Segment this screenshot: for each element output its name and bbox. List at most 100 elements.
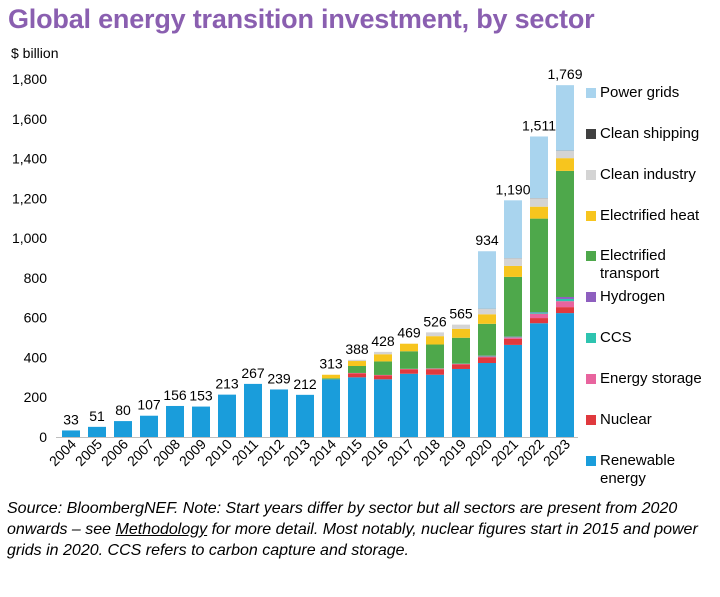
bar-segment-renewable-energy [270,389,288,437]
x-tick-label: 2023 [540,436,573,469]
legend-item: CCS [586,329,716,347]
legend-item: Nuclear [586,411,716,429]
x-tick-label: 2016 [358,436,391,469]
x-tick-label: 2004 [46,436,79,469]
x-tick-label: 2009 [176,436,209,469]
legend-swatch [586,456,596,466]
bar-segment-nuclear [374,375,392,380]
bar-total-label: 1,190 [495,181,530,197]
bar-segment-nuclear [426,369,444,375]
stacked-bar-chart: $ billion 0 200 400 600 800 1,000 1,200 1,400 1,6… [11,45,583,469]
legend-label: Clean shipping [600,125,700,142]
y-axis-title: $ billion [11,45,58,61]
legend-item: Hydrogen [586,288,716,306]
legend-item: Renewable energy [586,452,716,488]
legend-swatch [586,129,596,139]
bar-segment-electrified-transport [452,337,470,364]
bar-total-label: 267 [241,365,265,381]
legend-label: Clean industry [600,166,696,183]
x-tick-label: 2013 [280,436,313,469]
x-tick-label: 2012 [254,436,287,469]
bar-segment-energy-storage [478,356,496,358]
bar-segment-electrified-heat [374,354,392,362]
bar-segment-power-grids [478,251,496,309]
x-tick-label: 2008 [150,436,183,469]
bar-segment-electrified-heat [348,361,366,366]
bar-segment-renewable-energy [322,379,340,437]
bar-segment-hydrogen [556,296,574,299]
chart-legend: Power grids Clean shipping Clean industry E… [586,0,720,490]
y-tick-label: 1,600 [12,111,47,127]
bar-segment-electrified-heat [478,314,496,324]
legend-item: Clean shipping [586,125,716,143]
bar-segment-electrified-transport [478,323,496,356]
bar-total-label: 428 [371,333,395,349]
bar-total-label: 565 [449,306,473,322]
x-tick-label: 2014 [306,436,339,469]
bar-total-label: 239 [267,370,291,386]
x-tick-label: 2021 [488,436,521,469]
chart-title: Global energy transition investment, by … [8,4,595,34]
bar-segment-nuclear [348,373,366,378]
bar-total-label: 388 [345,341,369,357]
bar-segment-energy-storage [556,301,574,308]
legend-label: Electrified heat [600,207,700,224]
bar-segment-energy-storage [452,363,470,365]
bar-segment-renewable-energy [556,313,574,437]
y-tick-label: 800 [24,270,48,286]
y-tick-label: 200 [24,389,48,405]
bar-segment-renewable-energy [62,430,80,437]
x-tick-label: 2006 [98,436,131,469]
methodology-link[interactable]: Methodology [115,521,208,538]
bar-segment-power-grids [530,136,548,199]
bar-segment-renewable-energy [400,373,418,437]
bar-segment-electrified-heat [322,374,340,379]
y-tick-label: 1,200 [12,190,47,206]
bar-segment-clean-industry [452,324,470,329]
bar-segment-clean-industry [478,308,496,315]
bar-segment-energy-storage [504,337,522,339]
x-tick-label: 2019 [436,436,469,469]
legend-swatch [586,251,596,261]
bar-segment-electrified-heat [556,158,574,171]
bar-segment-renewable-energy [452,368,470,437]
x-tick-label: 2010 [202,436,235,469]
x-tick-label: 2020 [462,436,495,469]
bar-total-label: 213 [215,376,239,392]
bar-segment-clean-industry [504,258,522,266]
x-tick-label: 2022 [514,436,547,469]
bar-segment-electrified-transport [556,170,574,297]
bar-total-label: 212 [293,376,317,392]
bar-total-label: 153 [189,388,213,404]
bar-segment-clean-industry [530,198,548,207]
bar-segment-electrified-heat [400,343,418,352]
x-tick-label: 2011 [229,436,262,469]
legend-swatch [586,333,596,343]
legend-label: Power grids [600,84,680,101]
bar-total-label: 107 [137,397,161,413]
bar-segment-clean-industry [374,351,392,355]
legend-label: Electrified transport [600,247,666,282]
bar-segment-electrified-transport [504,276,522,337]
bar-segment-energy-storage [530,313,548,319]
bar-total-label: 313 [319,356,343,372]
legend-item: Power grids [586,84,716,102]
bar-segment-electrified-heat [504,265,522,277]
bar-segment-electrified-heat [426,336,444,345]
bar-segment-electrified-transport [400,351,418,369]
legend-swatch [586,88,596,98]
legend-item: Energy storage [586,370,716,388]
y-tick-label: 1,000 [12,230,47,246]
bar-segment-power-grids [504,200,522,259]
bar-segment-power-grids [556,85,574,151]
bar-segment-electrified-heat [530,206,548,219]
bar-segment-clean-industry [348,359,366,362]
bar-segment-ccs [530,312,548,314]
bar-segment-renewable-energy [426,374,444,437]
bar-segment-electrified-transport [322,378,340,380]
legend-label: Renewable energy [600,452,676,487]
x-tick-label: 2017 [384,436,417,469]
bar-segment-electrified-transport [426,344,444,369]
legend-label: Nuclear [600,411,652,428]
source-text-start: Source: BloombergNEF. Note: Start years … [7,500,678,538]
